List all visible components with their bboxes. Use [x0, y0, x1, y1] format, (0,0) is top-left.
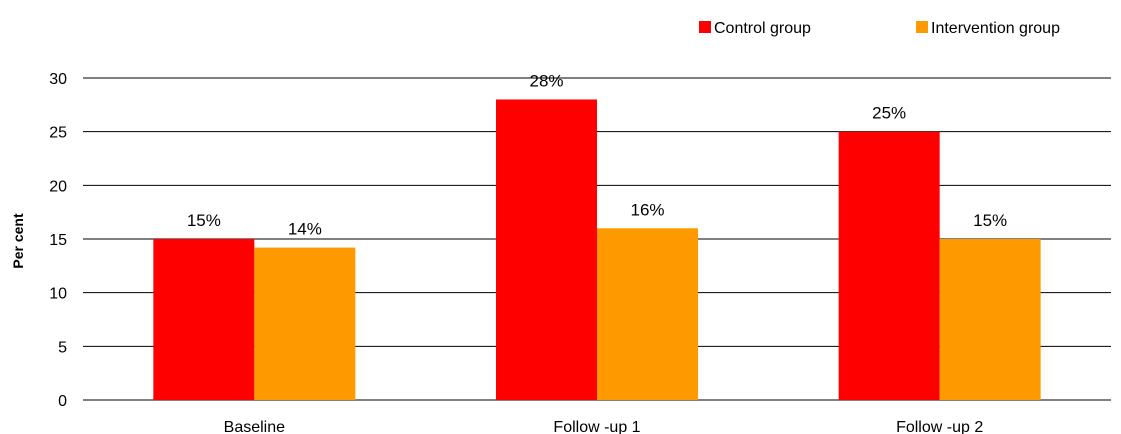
x-tick-label: Follow -up 2	[896, 419, 983, 434]
bar-intervention-group-follow-up-1	[597, 228, 698, 400]
y-axis-label: Per cent	[10, 213, 26, 269]
y-tick-label: 30	[49, 71, 67, 88]
bar-control-group-follow-up-1	[496, 99, 597, 400]
y-tick-label: 25	[49, 125, 67, 142]
legend-label-intervention-group: Intervention group	[931, 20, 1060, 37]
y-tick-label: 0	[58, 393, 67, 410]
legend: Control group Intervention group	[699, 20, 1060, 37]
bar-intervention-group-follow-up-2	[939, 239, 1041, 400]
data-label: 16%	[630, 200, 664, 219]
y-tick-label: 10	[49, 286, 67, 303]
data-label: 15%	[187, 211, 221, 230]
y-tick-label: 20	[49, 178, 67, 195]
bar-control-group-follow-up-2	[838, 131, 940, 400]
y-tick-label: 15	[49, 232, 67, 249]
legend-swatch-control-group	[699, 21, 711, 33]
legend-swatch-intervention-group	[916, 21, 928, 33]
y-axis-ticks: 0 5 10 15 20 25 30	[49, 71, 67, 410]
data-label: 25%	[872, 104, 906, 123]
bar-control-group-baseline	[153, 239, 255, 400]
bars	[153, 99, 1041, 400]
data-label: 15%	[973, 211, 1007, 230]
bar-intervention-group-baseline	[254, 247, 356, 400]
x-tick-label: Follow -up 1	[553, 419, 640, 434]
legend-label-control-group: Control group	[714, 20, 811, 37]
y-tick-label: 5	[58, 339, 67, 356]
data-label: 14%	[288, 220, 322, 239]
data-label: 28%	[529, 71, 563, 90]
data-labels: 15% 14% 28% 16% 25% 15%	[187, 71, 1007, 238]
x-tick-label: Baseline	[224, 419, 285, 434]
x-axis-ticks: Baseline Follow -up 1 Follow -up 2	[224, 419, 984, 434]
